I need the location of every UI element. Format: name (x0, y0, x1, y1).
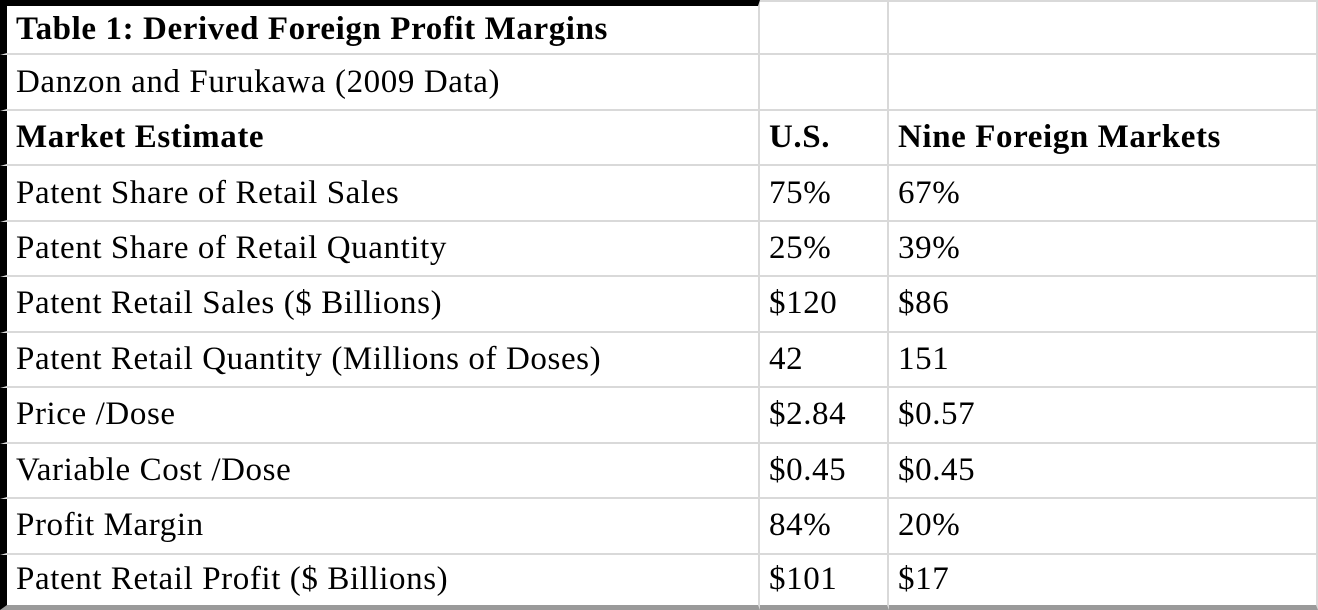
empty-cell (760, 0, 889, 56)
foreign-value: $86 (889, 277, 1318, 333)
row-label: Variable Cost /Dose (0, 443, 760, 500)
row-label: Patent Retail Sales ($ Billions) (0, 277, 760, 333)
us-value: 25% (760, 221, 889, 278)
row-label: Price /Dose (0, 388, 760, 444)
us-value: 75% (760, 166, 889, 222)
us-value: $101 (760, 554, 889, 610)
table-title: Table 1: Derived Foreign Profit Margins (0, 0, 760, 56)
foreign-value: 39% (889, 221, 1318, 278)
empty-cell (889, 0, 1318, 56)
foreign-value: $0.45 (889, 443, 1318, 500)
row-label: Patent Retail Profit ($ Billions) (0, 554, 760, 610)
us-value: 84% (760, 499, 889, 555)
foreign-value: 20% (889, 499, 1318, 555)
row-label: Patent Share of Retail Sales (0, 166, 760, 222)
empty-cell (760, 55, 889, 111)
empty-cell (889, 55, 1318, 111)
row-label: Patent Share of Retail Quantity (0, 221, 760, 278)
foreign-value: 67% (889, 166, 1318, 222)
table-subtitle: Danzon and Furukawa (2009 Data) (0, 55, 760, 111)
foreign-value: 151 (889, 332, 1318, 389)
col-header-us: U.S. (760, 110, 889, 167)
us-value: $2.84 (760, 388, 889, 444)
us-value: $0.45 (760, 443, 889, 500)
col-header-nine-foreign-markets: Nine Foreign Markets (889, 110, 1318, 167)
us-value: $120 (760, 277, 889, 333)
row-label: Profit Margin (0, 499, 760, 555)
col-header-market-estimate: Market Estimate (0, 110, 760, 167)
foreign-value: $0.57 (889, 388, 1318, 444)
us-value: 42 (760, 332, 889, 389)
foreign-value: $17 (889, 554, 1318, 610)
row-label: Patent Retail Quantity (Millions of Dose… (0, 332, 760, 389)
